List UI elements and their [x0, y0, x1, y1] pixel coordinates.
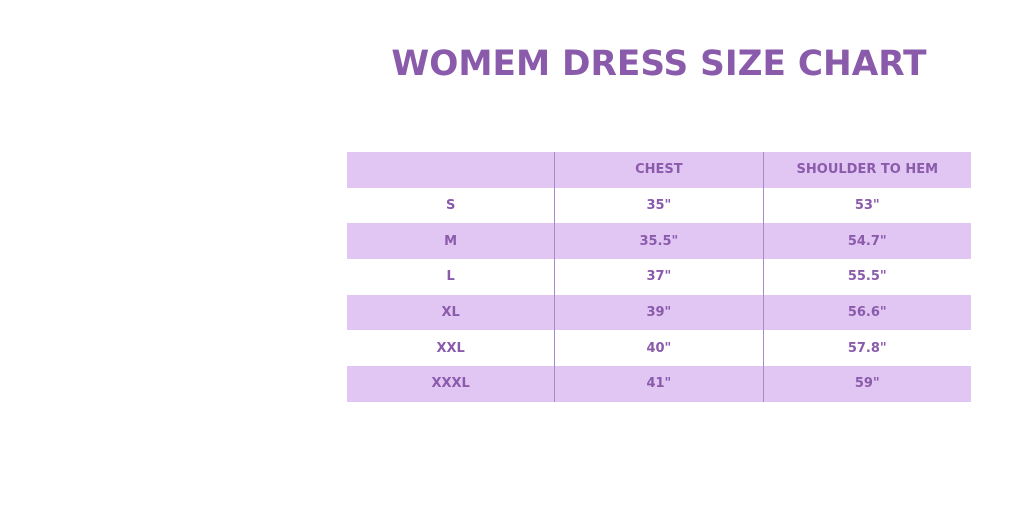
measurement-cell: 40": [554, 330, 764, 367]
measurement-cell: 35.5": [554, 223, 764, 260]
page-title: WOMEM DRESS SIZE CHART: [391, 44, 927, 84]
table-row: M 35.5" 54.7": [347, 223, 971, 260]
size-cell: S: [445, 198, 456, 214]
measurement-cell: 56.6": [762, 294, 971, 331]
table-row: XXXL 41" 59": [347, 366, 971, 402]
size-cell: M: [347, 223, 555, 260]
size-cell: XXL: [436, 340, 465, 356]
size-chart-table: CHEST SHOULDER TO HEM S 35" 53" M 35.5" 54.7" L 3…: [347, 152, 971, 402]
measurement-cell: 41": [554, 366, 764, 402]
size-cell: XL: [347, 294, 555, 331]
table-row: L 37" 55.5": [347, 259, 971, 295]
table-row: S 35" 53": [347, 187, 971, 224]
measurement-cell: 59": [762, 366, 971, 402]
size-cell: XXXL: [347, 366, 555, 402]
column-header: SHOULDER TO HEM: [762, 152, 971, 188]
measurement-cell: 37": [554, 259, 764, 295]
measurement-cell: 39": [554, 294, 764, 331]
table-header-row: CHEST SHOULDER TO HEM: [347, 152, 971, 188]
measurement-cell: 53": [762, 187, 971, 224]
size-cell: [347, 152, 555, 188]
column-header: CHEST: [554, 152, 764, 188]
measurement-cell: 57.8": [762, 330, 971, 367]
size-cell: L: [446, 269, 455, 285]
measurement-cell: 54.7": [762, 223, 971, 260]
table-row: XXL 40" 57.8": [347, 330, 971, 367]
measurement-cell: 35": [554, 187, 764, 224]
table-row: XL 39" 56.6": [347, 294, 971, 331]
measurement-cell: 55.5": [762, 259, 971, 295]
